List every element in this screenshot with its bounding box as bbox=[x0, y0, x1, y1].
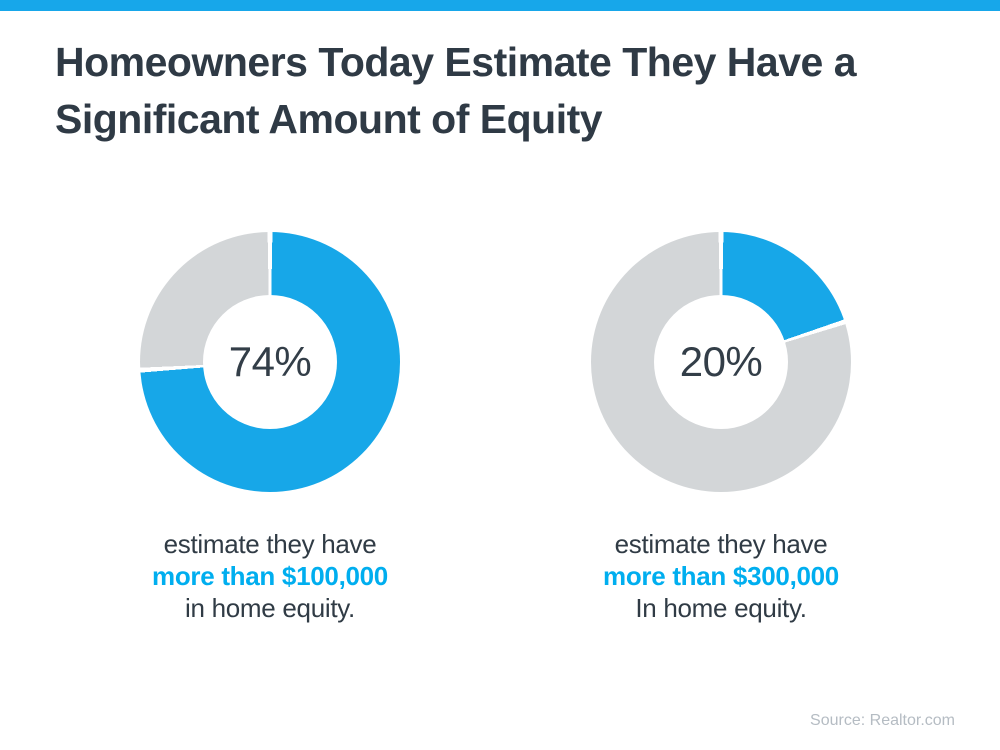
title-line-2: Significant Amount of Equity bbox=[55, 96, 603, 142]
donut-hole-100k: 74% bbox=[203, 295, 337, 429]
source-credit: Source: Realtor.com bbox=[810, 712, 955, 729]
caption-100k-line-1: estimate they have bbox=[163, 529, 377, 559]
title-line-1: Homeowners Today Estimate They Have a bbox=[55, 39, 857, 85]
caption-300k-line-1: estimate they have bbox=[614, 529, 828, 559]
caption-100k-highlight: more than $100,000 bbox=[152, 561, 388, 591]
caption-100k-line-3: in home equity. bbox=[185, 593, 355, 623]
donut-center-value-300k: 20% bbox=[679, 338, 763, 385]
caption-300k-line-3: In home equity. bbox=[635, 593, 807, 623]
donut-center-value-100k: 74% bbox=[228, 338, 312, 385]
donut-hole-300k: 20% bbox=[654, 295, 788, 429]
caption-100k: estimate they have more than $100,000 in h… bbox=[70, 528, 470, 624]
top-accent-bar bbox=[0, 0, 1000, 11]
donut-chart-100k: 74% bbox=[140, 232, 400, 492]
page-title: Homeowners Today Estimate They Have a Sig… bbox=[55, 34, 965, 148]
caption-300k: estimate they have more than $300,000 In h… bbox=[521, 528, 921, 624]
donut-chart-300k: 20% bbox=[591, 232, 851, 492]
caption-300k-highlight: more than $300,000 bbox=[603, 561, 839, 591]
